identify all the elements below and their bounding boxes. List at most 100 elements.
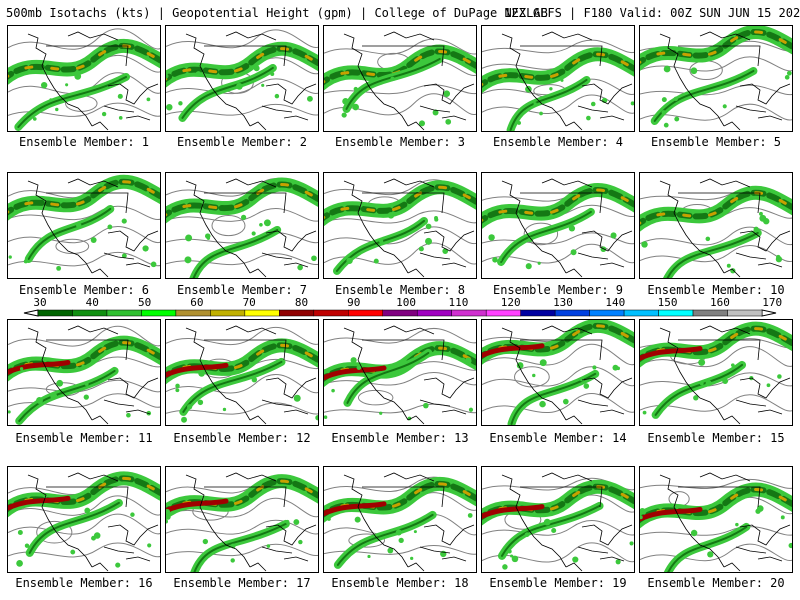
ensemble-panel (639, 319, 793, 426)
panel-label: Ensemble Member: 14 (489, 431, 627, 445)
height-contour-low (523, 222, 559, 246)
colorbar-swatch (106, 309, 142, 317)
colorbar-swatch (313, 309, 349, 317)
coastline (501, 178, 633, 278)
colorbar-label: 80 (294, 296, 309, 309)
panel-label: Ensemble Member: 18 (331, 576, 469, 590)
ensemble-map (482, 320, 634, 425)
isotach-bands (324, 44, 476, 127)
isotach-bands (166, 177, 318, 278)
colorbar-label: 160 (709, 296, 730, 309)
isotach-bands (324, 180, 476, 275)
colorbar-swatch (244, 309, 280, 317)
page-title: 500mb Isotachs (kts) | Geopotential Heig… (6, 6, 548, 20)
isotach-bands (640, 185, 792, 278)
panel-label: Ensemble Member: 7 (176, 283, 308, 297)
panel-label: Ensemble Member: 13 (331, 431, 469, 445)
colorbar-swatch (589, 309, 625, 317)
isotach-bands (324, 476, 476, 569)
coastline (27, 31, 159, 131)
colorbar-label: 130 (553, 296, 573, 309)
panel-label: Ensemble Member: 9 (492, 283, 624, 297)
ensemble-panel (7, 172, 161, 279)
ensemble-panel (165, 25, 319, 132)
panel-label: Ensemble Member: 2 (176, 135, 308, 149)
height-contour-low (36, 520, 73, 544)
isotach-bands (8, 38, 160, 131)
panel-label: Ensemble Member: 6 (18, 283, 150, 297)
colorbar-swatch (141, 309, 177, 317)
isotach-bands (166, 41, 318, 122)
ensemble-map (8, 174, 160, 278)
ensemble-map (324, 31, 476, 131)
ensemble-map (640, 26, 792, 131)
ensemble-map (482, 178, 634, 278)
colorbar-label: 100 (396, 296, 417, 309)
ensemble-panel (7, 466, 161, 573)
ensemble-panel (165, 172, 319, 279)
isotach-bands (482, 183, 634, 270)
colorbar-swatch (658, 309, 694, 317)
colorbar-swatch (485, 309, 521, 317)
colorbar-swatch (623, 309, 659, 317)
panel-label: Ensemble Member: 10 (647, 283, 785, 297)
ensemble-panel (481, 25, 635, 132)
coastline (501, 325, 633, 425)
colorbar-label: 140 (605, 296, 626, 309)
panel-label: Ensemble Member: 3 (334, 135, 466, 149)
isotach-bands (482, 47, 634, 131)
colorbar-swatch (175, 309, 211, 317)
ensemble-map (8, 471, 160, 572)
panel-label: Ensemble Member: 1 (18, 135, 150, 149)
ensemble-panel (323, 25, 477, 132)
ensemble-map (166, 177, 318, 278)
ensemble-map (640, 178, 792, 278)
ensemble-panel (481, 466, 635, 573)
colorbar-label: 30 (33, 296, 47, 309)
colorbar-right-arrow (761, 309, 777, 317)
panel-label: Ensemble Member: 17 (173, 576, 311, 590)
ensemble-map (482, 472, 634, 572)
isotach-bands (482, 479, 634, 570)
ensemble-panel (481, 319, 635, 426)
colorbar-swatch (520, 309, 556, 317)
ensemble-map (166, 472, 318, 572)
ensemble-map (166, 325, 318, 425)
ensemble-panel (639, 172, 793, 279)
height-contour-low (55, 238, 90, 255)
colorbar-swatch (451, 309, 487, 317)
coastline (659, 325, 791, 425)
colorbar-label: 40 (85, 296, 99, 309)
ensemble-map (482, 31, 634, 131)
colorbar-swatch (382, 309, 418, 317)
coastline (501, 31, 633, 131)
isotach-bands (8, 174, 160, 271)
ensemble-panel (165, 466, 319, 573)
panel-label: Ensemble Member: 19 (489, 576, 627, 590)
ensemble-panel (7, 319, 161, 426)
ensemble-map (324, 472, 476, 572)
ensemble-panel (323, 466, 477, 573)
colorbar-swatch (727, 309, 763, 317)
ensemble-panel (323, 319, 477, 426)
colorbar-swatch (348, 309, 384, 317)
header: 500mb Isotachs (kts) | Geopotential Heig… (0, 0, 800, 22)
colorbar-label: 90 (347, 296, 361, 309)
ensemble-panel (7, 25, 161, 132)
coastline (343, 31, 475, 131)
colorbar: 30 40 50 60 70 80 90 100 110 120 130 140 150 160 170 (0, 296, 800, 320)
coastline (27, 178, 159, 278)
ensemble-map (8, 325, 160, 425)
isotach-bands (640, 321, 792, 419)
isotach-bands (8, 335, 160, 425)
colorbar-swatch (554, 309, 590, 317)
isotach-bands (166, 338, 318, 423)
coastline (659, 178, 791, 278)
coastline (27, 325, 159, 425)
colorbar-label: 170 (762, 296, 783, 309)
ensemble-map (324, 178, 476, 278)
panel-label: Ensemble Member: 16 (15, 576, 153, 590)
coastline (659, 472, 791, 572)
coastline (343, 325, 475, 425)
ensemble-panel (639, 466, 793, 573)
